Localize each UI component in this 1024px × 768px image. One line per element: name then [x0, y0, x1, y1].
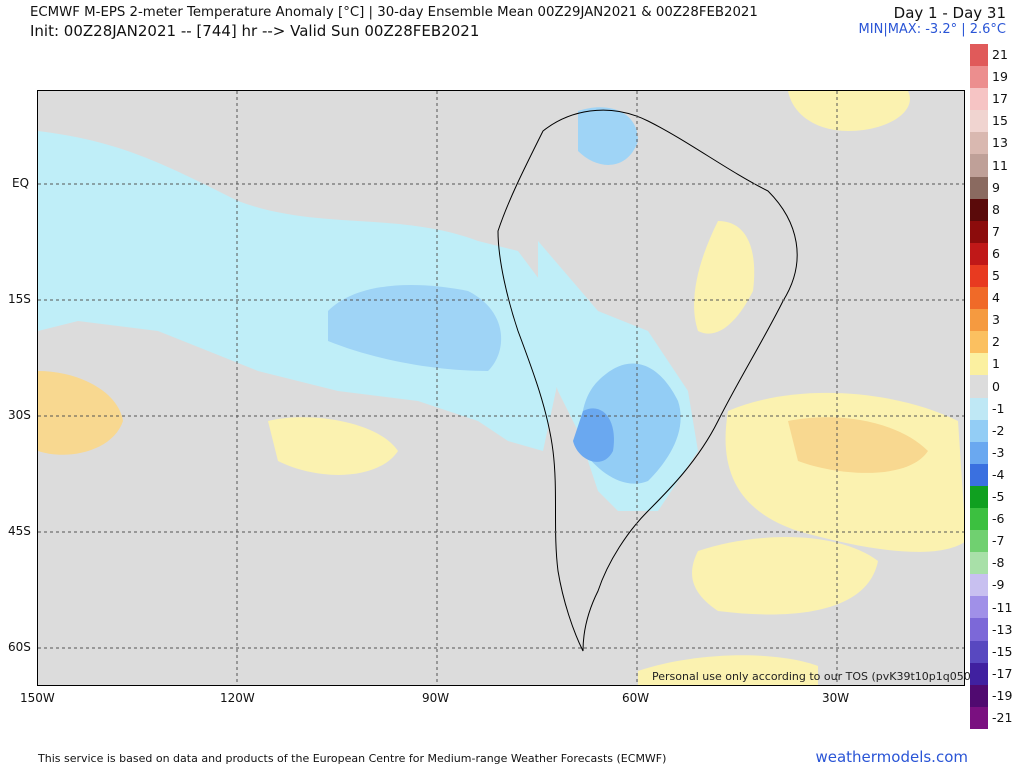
lon-label-150w: 150W	[20, 691, 55, 705]
brand-link[interactable]: weathermodels.com	[815, 748, 968, 766]
colorbar-swatch	[970, 485, 988, 508]
colorbar-label: 0	[992, 378, 1000, 394]
anomaly-map[interactable]	[37, 90, 965, 686]
colorbar-swatch	[970, 198, 988, 221]
colorbar-label: -17	[992, 665, 1013, 681]
lat-label-45s: 45S	[8, 524, 31, 538]
lon-label-90w: 90W	[422, 691, 450, 705]
lat-label-eq: EQ	[12, 176, 30, 190]
pacific-negative-anomaly-core	[328, 285, 502, 371]
colorbar-swatch	[970, 154, 988, 177]
colorbar-label: 2	[992, 334, 1000, 350]
colorbar-label: -3	[992, 444, 1005, 460]
colorbar-label: -7	[992, 533, 1005, 549]
atlantic-warm-anomaly-core	[788, 417, 928, 473]
lon-label-30w: 30W	[822, 691, 850, 705]
colorbar-swatch	[970, 110, 988, 133]
colorbar-label: -13	[992, 621, 1013, 637]
colorbar-swatch	[970, 684, 988, 707]
northeast-warm-anomaly	[788, 91, 910, 131]
colorbar-label: -6	[992, 511, 1005, 527]
colorbar-swatch	[970, 596, 988, 619]
colorbar-label: -11	[992, 599, 1013, 615]
sa-cold-anomaly-strong	[573, 408, 614, 462]
colorbar-swatch	[970, 530, 988, 553]
colorbar-swatch	[970, 706, 988, 729]
colorbar-swatch	[970, 552, 988, 575]
colorbar-label: 9	[992, 179, 1000, 195]
lat-label-60s: 60S	[8, 640, 31, 654]
colorbar-label: 7	[992, 223, 1000, 239]
south-america-coastline	[497, 109, 798, 652]
pacific-negative-anomaly	[38, 131, 558, 451]
colorbar-label: 8	[992, 201, 1000, 217]
colorbar-swatch	[970, 176, 988, 199]
day-range: Day 1 - Day 31	[893, 4, 1006, 22]
min-max-readout: MIN|MAX: -3.2° | 2.6°C	[858, 22, 1006, 37]
colorbar-swatch	[970, 397, 988, 420]
colorbar-label: 11	[992, 157, 1008, 173]
colorbar-swatch	[970, 441, 988, 464]
colorbar-swatch	[970, 618, 988, 641]
colorbar-label: -8	[992, 555, 1005, 571]
colorbar-swatch	[970, 375, 988, 398]
colorbar-swatch	[970, 264, 988, 288]
colorbar-swatch	[970, 331, 988, 354]
colorbar-label: 4	[992, 290, 1000, 306]
colorbar-swatch	[970, 44, 988, 67]
colorbar-swatch	[970, 463, 988, 486]
colorbar-label: 3	[992, 312, 1000, 328]
colorbar-label: 15	[992, 113, 1008, 129]
atlantic-warm-anomaly	[725, 392, 964, 552]
colorbar-swatch	[970, 574, 988, 597]
colorbar-label: -1	[992, 400, 1005, 416]
colorbar-swatch	[970, 662, 988, 685]
colorbar-swatch	[970, 353, 988, 376]
colorbar	[970, 44, 988, 729]
colorbar-swatch	[970, 507, 988, 531]
colorbar-swatch	[970, 66, 988, 89]
lon-label-60w: 60W	[622, 691, 650, 705]
colorbar-label: -9	[992, 577, 1005, 593]
map-title: ECMWF M-EPS 2-meter Temperature Anomaly …	[30, 5, 758, 20]
colorbar-swatch	[970, 132, 988, 155]
west-pacific-warm-anomaly	[38, 371, 123, 455]
init-line: Init: 00Z28JAN2021 -- [744] hr --> Valid…	[30, 22, 480, 40]
colorbar-swatch	[970, 88, 988, 111]
colorbar-label: 5	[992, 268, 1000, 283]
footer-credit: This service is based on data and produc…	[38, 752, 667, 765]
colorbar-label: 19	[992, 69, 1008, 85]
colorbar-label: -21	[992, 710, 1013, 725]
colorbar-label: 17	[992, 91, 1008, 107]
colorbar-swatch	[970, 220, 988, 243]
colorbar-label: -5	[992, 489, 1005, 504]
lat-label-15s: 15S	[8, 292, 31, 306]
colorbar-swatch	[970, 309, 988, 332]
colorbar-label: -4	[992, 466, 1005, 482]
colorbar-label: -2	[992, 422, 1005, 438]
brazil-warm-anomaly	[694, 221, 755, 334]
colorbar-label: 6	[992, 245, 1000, 261]
colorbar-swatch	[970, 287, 988, 310]
tos-notice: Personal use only according to our TOS (…	[652, 670, 976, 683]
pacific-warm-anomaly	[268, 417, 398, 475]
colorbar-label: 13	[992, 135, 1008, 151]
colorbar-swatch	[970, 640, 988, 663]
colorbar-label: 1	[992, 356, 1000, 372]
colorbar-label: -19	[992, 687, 1013, 703]
colorbar-swatch	[970, 242, 988, 265]
colorbar-swatch	[970, 419, 988, 442]
colorbar-label: 21	[992, 47, 1008, 62]
south-atlantic-warm-anomaly	[692, 537, 878, 615]
map-canvas	[38, 91, 964, 685]
colorbar-label: -15	[992, 643, 1013, 659]
north-sa-cold-anomaly	[578, 107, 638, 165]
lon-label-120w: 120W	[220, 691, 255, 705]
grid	[38, 91, 964, 685]
lat-label-30s: 30S	[8, 408, 31, 422]
antarctic-warm-anomaly	[638, 655, 818, 685]
